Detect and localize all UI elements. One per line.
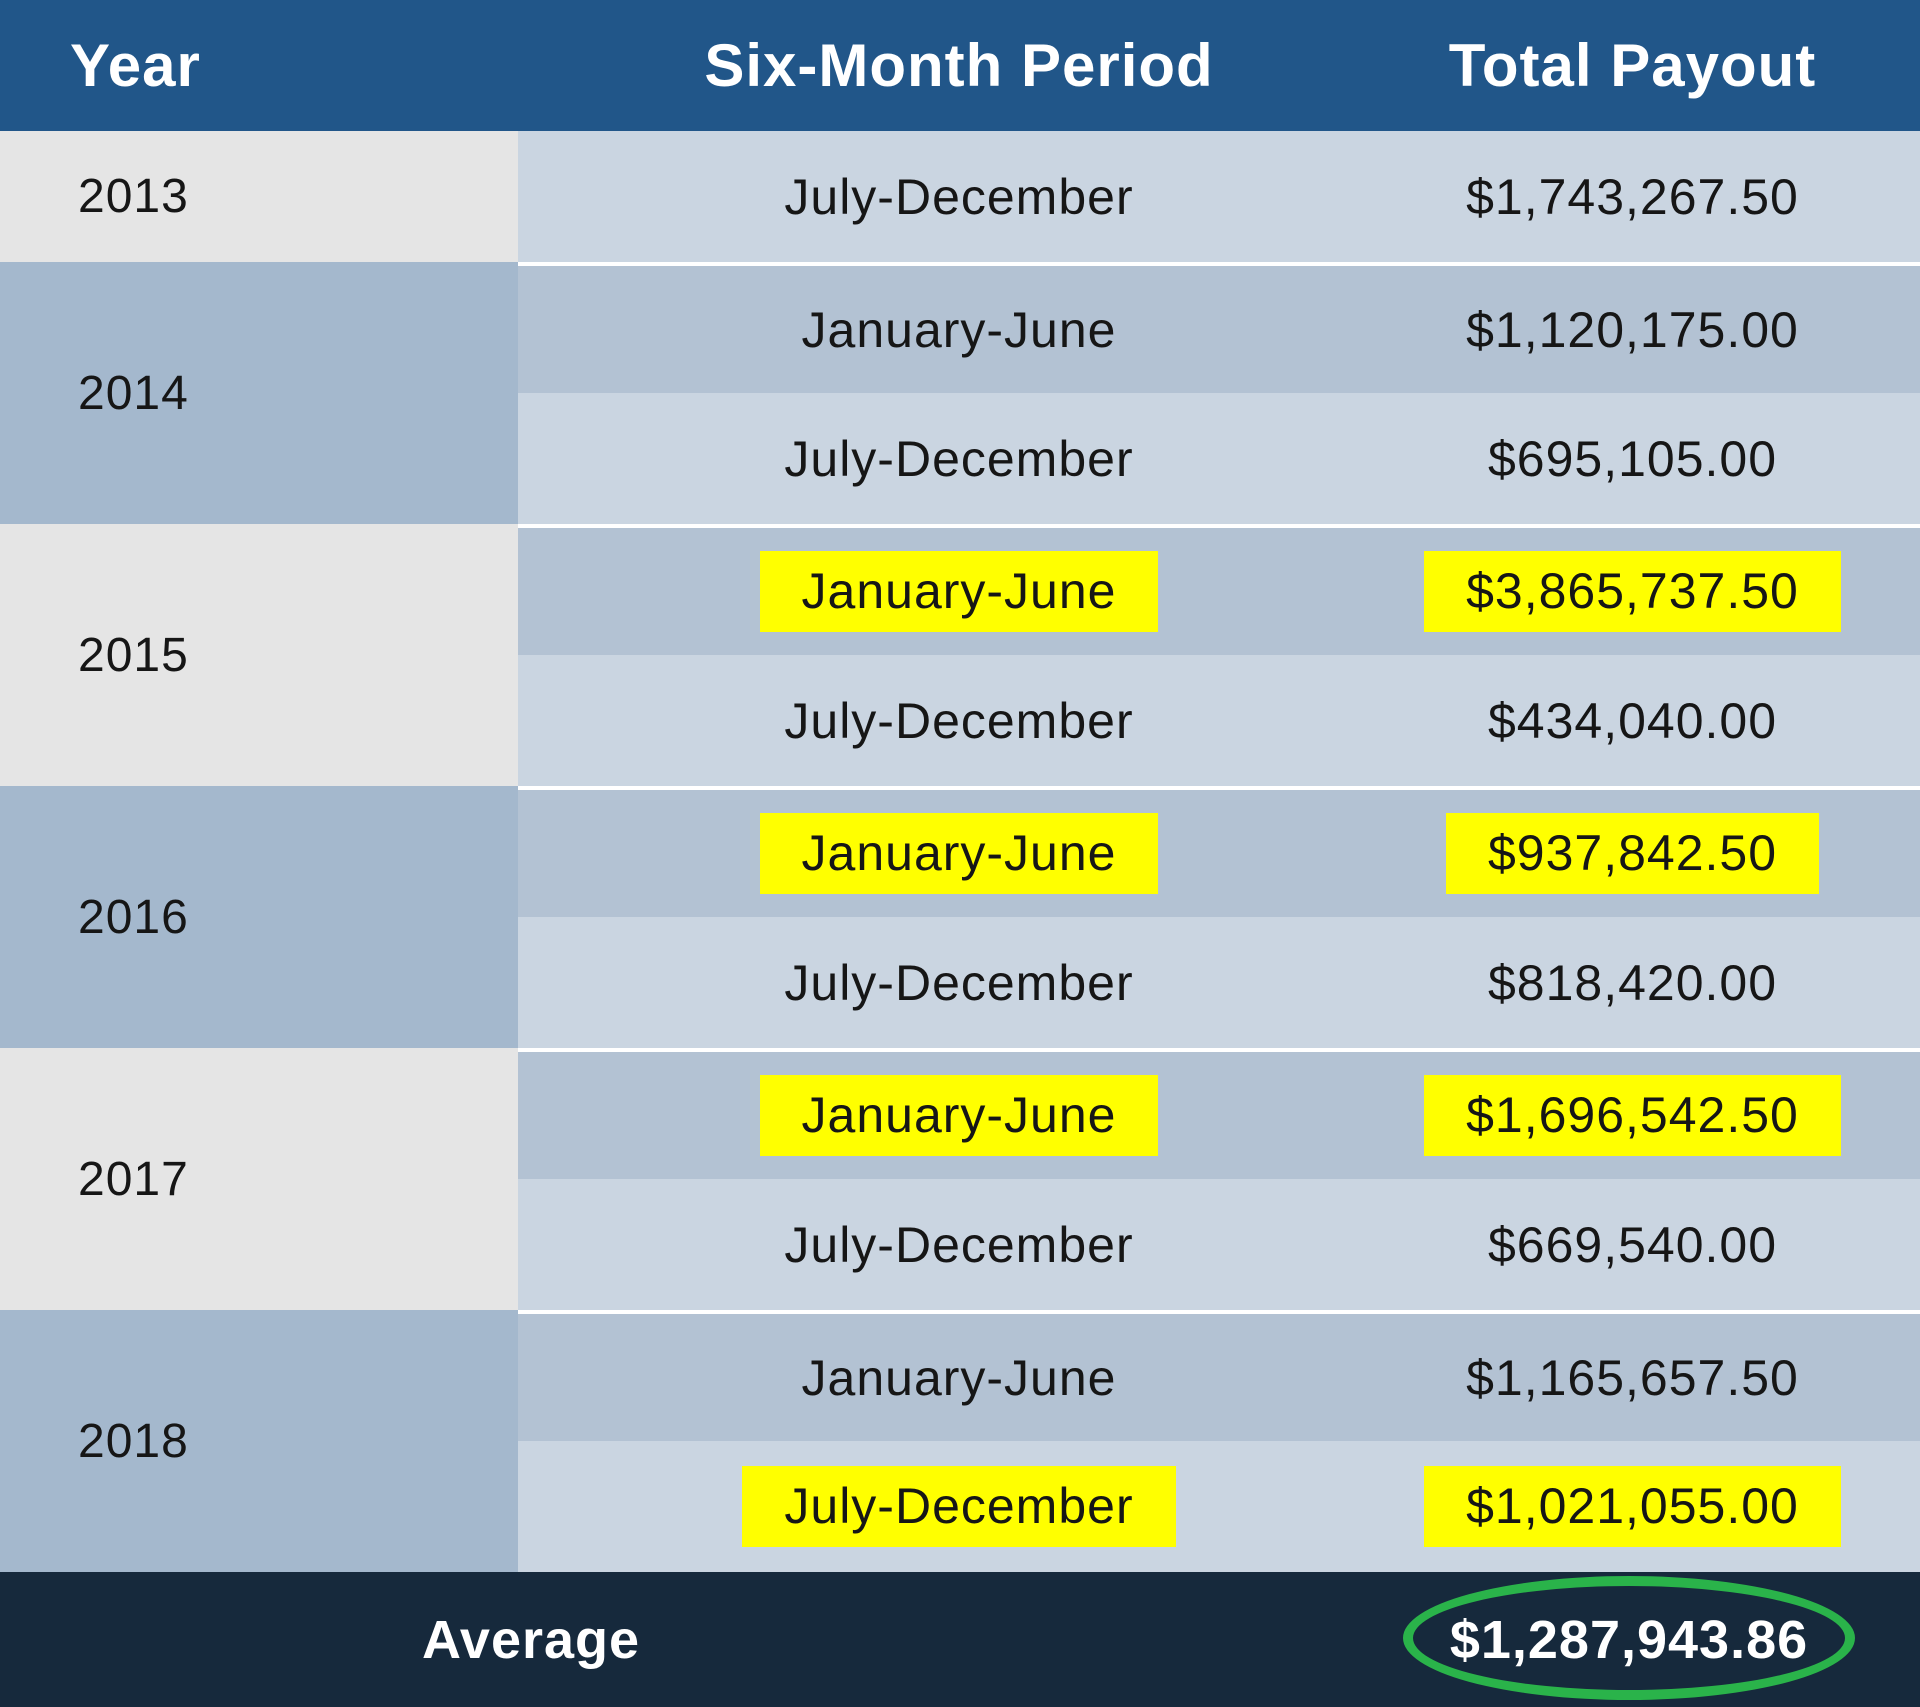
payout-text: $1,165,657.50 (1466, 1349, 1799, 1406)
period-cell: July-December (518, 917, 1400, 1048)
year-cell-2017: 2017 (0, 1048, 518, 1310)
header-year: Year (70, 32, 201, 99)
payout-cell: $1,696,542.50 (1400, 1048, 1920, 1179)
payout-text: $434,040.00 (1487, 692, 1778, 749)
period-text: January-June (801, 1349, 1117, 1406)
period-cell: July-December (518, 1441, 1400, 1572)
payout-text: $695,105.00 (1487, 430, 1778, 487)
period-cell: July-December (518, 655, 1400, 786)
period-cell: January-June (518, 1048, 1400, 1179)
average-label-cell: Average (0, 1572, 1062, 1707)
period-text: January-June (801, 301, 1117, 358)
year-label: 2017 (78, 1152, 189, 1206)
year-label: 2016 (78, 890, 189, 944)
period-cell: January-June (518, 262, 1400, 393)
payout-text: $1,120,175.00 (1466, 301, 1799, 358)
payout-cell: $1,021,055.00 (1400, 1441, 1920, 1572)
payout-cell: $1,743,267.50 (1400, 131, 1920, 262)
payout-cell: $1,165,657.50 (1400, 1310, 1920, 1441)
payout-cell: $1,120,175.00 (1400, 262, 1920, 393)
average-value-cell: $1,287,943.86 (1369, 1572, 1889, 1707)
year-label: 2014 (78, 366, 189, 420)
period-text: July-December (784, 692, 1134, 749)
year-label: 2015 (78, 628, 189, 682)
payout-cell: $695,105.00 (1400, 393, 1920, 524)
year-cell-2013: 2013 (0, 131, 518, 262)
period-cell: January-June (518, 786, 1400, 917)
period-cell: January-June (518, 1310, 1400, 1441)
payout-text-highlighted: $1,696,542.50 (1424, 1075, 1841, 1156)
payout-text: $818,420.00 (1487, 954, 1778, 1011)
period-text: July-December (784, 168, 1134, 225)
period-text: July-December (784, 430, 1134, 487)
year-cell-2015: 2015 (0, 524, 518, 786)
period-text-highlighted: July-December (742, 1466, 1176, 1547)
table-header-row: Year Six-Month Period Total Payout (0, 0, 1920, 131)
period-cell: July-December (518, 131, 1400, 262)
average-label: Average (421, 1609, 641, 1670)
year-cell-2016: 2016 (0, 786, 518, 1048)
payout-text: $669,540.00 (1487, 1216, 1778, 1273)
period-text: July-December (784, 1216, 1134, 1273)
period-text: July-December (784, 954, 1134, 1011)
table-footer-row: Average $1,287,943.86 (0, 1572, 1920, 1707)
year-label: 2013 (78, 170, 189, 223)
period-cell: July-December (518, 393, 1400, 524)
period-text-highlighted: January-June (759, 813, 1159, 894)
payout-text-highlighted: $937,842.50 (1445, 813, 1820, 894)
payout-cell: $937,842.50 (1400, 786, 1920, 917)
average-value: $1,287,943.86 (1449, 1609, 1809, 1670)
payout-text-highlighted: $1,021,055.00 (1424, 1466, 1841, 1547)
header-total-payout: Total Payout (1448, 32, 1817, 99)
period-cell: July-December (518, 1179, 1400, 1310)
payout-text: $1,743,267.50 (1466, 168, 1799, 225)
payout-cell: $3,865,737.50 (1400, 524, 1920, 655)
payout-cell: $434,040.00 (1400, 655, 1920, 786)
payout-cell: $818,420.00 (1400, 917, 1920, 1048)
payout-cell: $669,540.00 (1400, 1179, 1920, 1310)
table-body: 2013 July-December $1,743,267.50 2014 Januar… (0, 131, 1920, 1572)
year-cell-2018: 2018 (0, 1310, 518, 1572)
green-circle-annotation (1403, 1576, 1855, 1700)
year-cell-2014: 2014 (0, 262, 518, 524)
header-six-month-period: Six-Month Period (704, 32, 1214, 99)
payout-text-highlighted: $3,865,737.50 (1424, 551, 1841, 632)
period-text-highlighted: January-June (759, 1075, 1159, 1156)
year-label: 2018 (78, 1414, 189, 1468)
period-cell: January-June (518, 524, 1400, 655)
period-text-highlighted: January-June (759, 551, 1159, 632)
